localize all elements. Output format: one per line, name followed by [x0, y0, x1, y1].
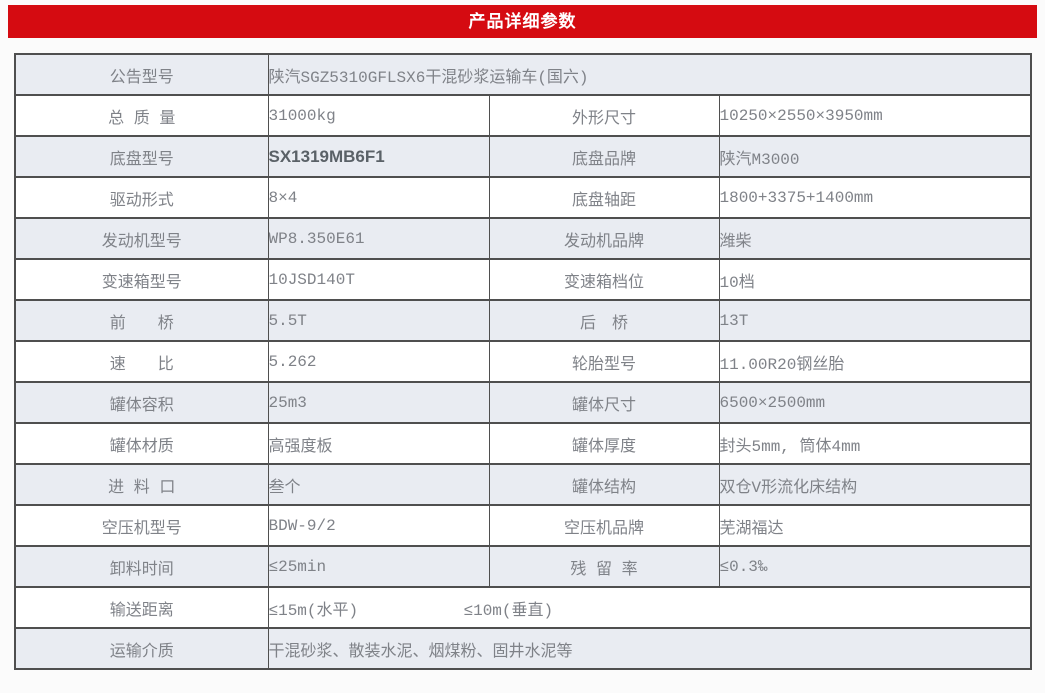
- table-row: 前 桥 5.5T 后 桥 13T: [14, 299, 1032, 342]
- table-row: 罐体材质 高强度板 罐体厚度 封头5mm, 筒体4mm: [14, 422, 1032, 465]
- spec-value-cell: 叁个: [267, 463, 490, 506]
- spec-value-cell: 陕汽SGZ5310GFLSX6干混砂浆运输车(国六): [267, 53, 1032, 96]
- spec-label-cell: 卸料时间: [14, 545, 269, 588]
- table-row: 总 质 量 31000kg 外形尺寸 10250×2550×3950mm: [14, 94, 1032, 137]
- spec-label-cell: 输送距离: [14, 586, 269, 629]
- spec-label-cell: 后 桥: [488, 299, 720, 342]
- spec-label-cell: 运输介质: [14, 627, 269, 670]
- spec-value-cell: 11.00R20钢丝胎: [718, 340, 1032, 383]
- spec-value-cell: 10JSD140T: [267, 258, 490, 301]
- table-row: 卸料时间 ≤25min 残 留 率 ≤0.3‰: [14, 545, 1032, 588]
- table-row: 罐体容积 25m3 罐体尺寸 6500×2500mm: [14, 381, 1032, 424]
- spec-value-cell: 芜湖福达: [718, 504, 1032, 547]
- spec-label-cell: 空压机品牌: [488, 504, 720, 547]
- table-row: 空压机型号 BDW-9/2 空压机品牌 芜湖福达: [14, 504, 1032, 547]
- spec-value-cell: 双仓V形流化床结构: [718, 463, 1032, 506]
- spec-value-cell: 潍柴: [718, 217, 1032, 260]
- spec-value-cell: WP8.350E61: [267, 217, 490, 260]
- table-row: 输送距离 ≤15m(水平) ≤10m(垂直): [14, 586, 1032, 629]
- spec-value-cell: ≤15m(水平) ≤10m(垂直): [267, 586, 1032, 629]
- spec-value-cell: 6500×2500mm: [718, 381, 1032, 424]
- spec-value-vertical: ≤10m(垂直): [463, 601, 554, 620]
- spec-label-cell: 底盘型号: [14, 135, 269, 178]
- spec-label-cell: 变速箱型号: [14, 258, 269, 301]
- spec-value-cell: ≤0.3‰: [718, 545, 1032, 588]
- spec-label-cell: 底盘品牌: [488, 135, 720, 178]
- spec-label-cell: 罐体容积: [14, 381, 269, 424]
- spec-label-cell: 罐体厚度: [488, 422, 720, 465]
- spec-label-cell: 外形尺寸: [488, 94, 720, 137]
- spec-label-cell: 底盘轴距: [488, 176, 720, 219]
- spec-label-cell: 驱动形式: [14, 176, 269, 219]
- page-title: 产品详细参数: [8, 5, 1037, 38]
- spec-label-cell: 轮胎型号: [488, 340, 720, 383]
- spec-label-cell: 发动机品牌: [488, 217, 720, 260]
- spec-value-cell: 5.262: [267, 340, 490, 383]
- spec-value-cell: 5.5T: [267, 299, 490, 342]
- table-row: 速 比 5.262 轮胎型号 11.00R20钢丝胎: [14, 340, 1032, 383]
- table-row: 驱动形式 8×4 底盘轴距 1800+3375+1400mm: [14, 176, 1032, 219]
- table-row: 变速箱型号 10JSD140T 变速箱档位 10档: [14, 258, 1032, 301]
- spec-value-cell: ≤25min: [267, 545, 490, 588]
- spec-value-cell: 干混砂浆、散装水泥、烟煤粉、固井水泥等: [267, 627, 1032, 670]
- spec-label-cell: 公告型号: [14, 53, 269, 96]
- spec-label-cell: 发动机型号: [14, 217, 269, 260]
- spec-label-cell: 速 比: [14, 340, 269, 383]
- table-row: 进 料 口 叁个 罐体结构 双仓V形流化床结构: [14, 463, 1032, 506]
- spec-label-cell: 进 料 口: [14, 463, 269, 506]
- spec-value-cell: BDW-9/2: [267, 504, 490, 547]
- spec-label-cell: 前 桥: [14, 299, 269, 342]
- spec-label-cell: 罐体结构: [488, 463, 720, 506]
- table-row: 公告型号 陕汽SGZ5310GFLSX6干混砂浆运输车(国六): [14, 53, 1032, 96]
- spec-value-cell: 10250×2550×3950mm: [718, 94, 1032, 137]
- spec-value-cell: 10档: [718, 258, 1032, 301]
- table-row: 底盘型号 SX1319MB6F1 底盘品牌 陕汽M3000: [14, 135, 1032, 178]
- spec-value-cell: 8×4: [267, 176, 490, 219]
- product-spec-table: 公告型号 陕汽SGZ5310GFLSX6干混砂浆运输车(国六) 总 质 量 31…: [14, 53, 1033, 670]
- spec-value-cell: 31000kg: [267, 94, 490, 137]
- spec-value-cell: 陕汽M3000: [718, 135, 1032, 178]
- spec-label-cell: 罐体材质: [14, 422, 269, 465]
- spec-value-cell: SX1319MB6F1: [267, 135, 490, 178]
- spec-label-cell: 变速箱档位: [488, 258, 720, 301]
- spec-label-cell: 总 质 量: [14, 94, 269, 137]
- table-row: 发动机型号 WP8.350E61 发动机品牌 潍柴: [14, 217, 1032, 260]
- spec-value-cell: 13T: [718, 299, 1032, 342]
- spec-value-horizontal: ≤15m(水平): [268, 601, 359, 620]
- spec-value-cell: 封头5mm, 筒体4mm: [718, 422, 1032, 465]
- spec-value-cell: 高强度板: [267, 422, 490, 465]
- spec-value-cell: 1800+3375+1400mm: [718, 176, 1032, 219]
- spec-label-cell: 罐体尺寸: [488, 381, 720, 424]
- table-row: 运输介质 干混砂浆、散装水泥、烟煤粉、固井水泥等: [14, 627, 1032, 670]
- spec-label-cell: 空压机型号: [14, 504, 269, 547]
- spec-label-cell: 残 留 率: [488, 545, 720, 588]
- spec-value-cell: 25m3: [267, 381, 490, 424]
